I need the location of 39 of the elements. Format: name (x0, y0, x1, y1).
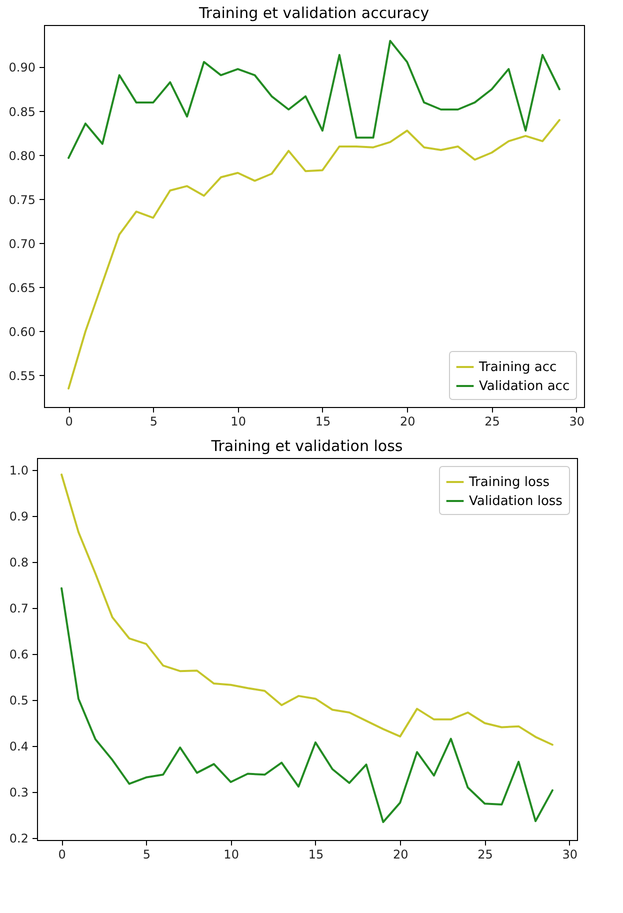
y-tick-label: 0.55 (8, 368, 36, 383)
y-tick-label: 0.85 (8, 104, 36, 119)
legend-label: Validation loss (469, 494, 563, 509)
y-tick-label: 0.4 (9, 740, 28, 754)
y-tick-label: 0.65 (8, 280, 36, 295)
y-tick-label: 0.70 (8, 236, 36, 251)
y-tick-label: 0.7 (9, 602, 28, 616)
x-tick-label: 10 (224, 848, 239, 862)
x-tick-label: 5 (142, 848, 151, 862)
x-tick-label: 30 (569, 414, 585, 428)
legend-label: Training acc (478, 360, 557, 375)
y-tick-label: 0.8 (9, 556, 28, 570)
y-tick-label: 0.80 (8, 148, 36, 163)
x-tick-label: 5 (150, 414, 158, 428)
x-tick-label: 25 (484, 414, 500, 428)
x-tick-label: 25 (478, 848, 493, 862)
chart-title: Training et validation accuracy (198, 4, 430, 22)
x-tick-label: 0 (58, 848, 66, 862)
y-tick-label: 0.9 (9, 509, 28, 524)
x-tick-label: 15 (315, 414, 331, 428)
x-tick-label: 20 (392, 848, 408, 862)
x-tick-label: 0 (65, 414, 73, 428)
legend-label: Training loss (468, 475, 550, 490)
x-tick-label: 10 (230, 414, 246, 428)
line-series (68, 40, 560, 159)
y-tick-label: 0.60 (8, 324, 36, 339)
y-tick-label: 0.2 (9, 832, 28, 846)
line-series (60, 587, 554, 824)
y-tick-label: 0.5 (9, 694, 28, 708)
y-tick-label: 0.6 (9, 648, 28, 662)
y-tick-label: 0.90 (8, 60, 36, 75)
y-tick-label: 1.0 (9, 463, 28, 478)
x-tick-label: 30 (562, 848, 578, 862)
x-tick-label: 20 (400, 414, 416, 428)
y-tick-label: 0.75 (8, 192, 36, 207)
y-tick-label: 0.3 (9, 786, 28, 800)
x-tick-label: 15 (308, 848, 324, 862)
chart-title: Training et validation loss (210, 437, 403, 455)
legend-label: Validation acc (479, 379, 570, 394)
